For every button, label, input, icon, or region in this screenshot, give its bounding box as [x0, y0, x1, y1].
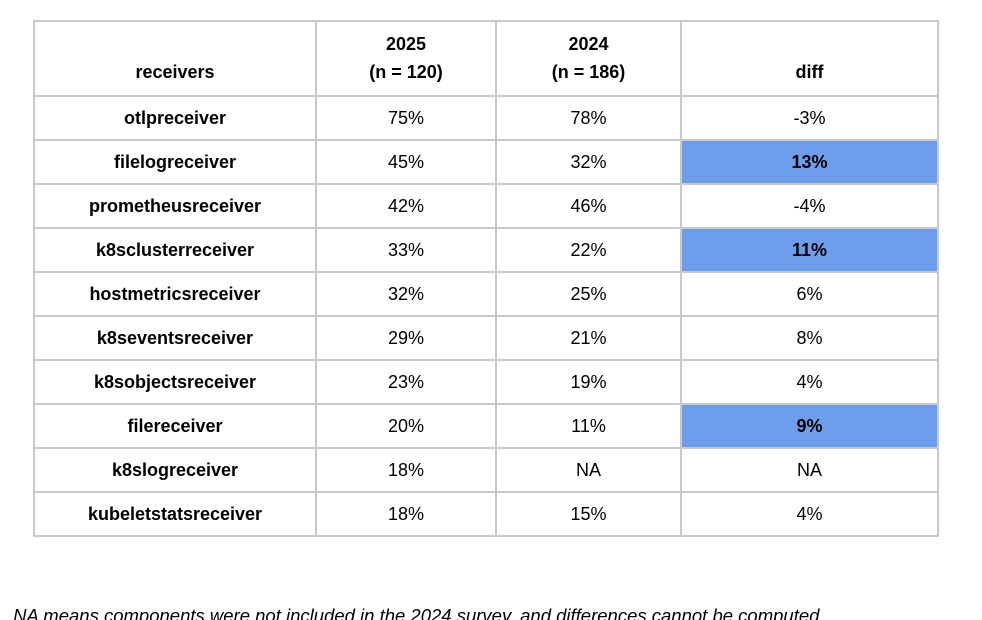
value-2025-cell: 29%	[315, 315, 497, 361]
value-2024-cell: 22%	[495, 227, 682, 273]
receiver-name-cell: filelogreceiver	[33, 139, 317, 185]
diff-cell: 4%	[680, 359, 939, 405]
diff-cell: 9%	[680, 403, 939, 449]
footnote-na-meaning: NA means components were not included in…	[8, 605, 825, 620]
receiver-name-cell: hostmetricsreceiver	[33, 271, 317, 317]
diff-cell: NA	[680, 447, 939, 493]
table-row: filelogreceiver 45% 32% 13%	[33, 139, 939, 185]
column-header-diff: diff	[680, 20, 939, 97]
diff-cell: -3%	[680, 95, 939, 141]
receivers-comparison-table: receivers 2025 (n = 120) 2024 (n = 186) di…	[33, 20, 939, 537]
header-row: receivers 2025 (n = 120) 2024 (n = 186) di…	[33, 20, 939, 97]
value-2025-cell: 18%	[315, 447, 497, 493]
receiver-name-cell: prometheusreceiver	[33, 183, 317, 229]
table-row: k8sobjectsreceiver 23% 19% 4%	[33, 359, 939, 405]
receiver-name-cell: otlpreceiver	[33, 95, 317, 141]
value-2025-cell: 42%	[315, 183, 497, 229]
value-2025-cell: 32%	[315, 271, 497, 317]
value-2024-cell: 11%	[495, 403, 682, 449]
diff-cell: -4%	[680, 183, 939, 229]
value-2024-cell: 46%	[495, 183, 682, 229]
value-2025-cell: 20%	[315, 403, 497, 449]
table-row: hostmetricsreceiver 32% 25% 6%	[33, 271, 939, 317]
table-row: kubeletstatsreceiver 18% 15% 4%	[33, 491, 939, 537]
value-2025-cell: 75%	[315, 95, 497, 141]
table-row: k8seventsreceiver 29% 21% 8%	[33, 315, 939, 361]
header-line: 2025	[385, 34, 427, 54]
header-line: diff	[795, 62, 824, 82]
value-2024-cell: 32%	[495, 139, 682, 185]
footnotes: NA means components were not included in…	[8, 543, 825, 620]
table-row: prometheusreceiver 42% 46% -4%	[33, 183, 939, 229]
diff-cell: 8%	[680, 315, 939, 361]
value-2025-cell: 33%	[315, 227, 497, 273]
value-2024-cell: 21%	[495, 315, 682, 361]
value-2024-cell: NA	[495, 447, 682, 493]
column-header-2024: 2024 (n = 186)	[495, 20, 682, 97]
table-row: k8sclusterreceiver 33% 22% 11%	[33, 227, 939, 273]
value-2024-cell: 25%	[495, 271, 682, 317]
table-row: otlpreceiver 75% 78% -3%	[33, 95, 939, 141]
value-2025-cell: 23%	[315, 359, 497, 405]
diff-cell: 11%	[680, 227, 939, 273]
receiver-name-cell: kubeletstatsreceiver	[33, 491, 317, 537]
table-row: k8slogreceiver 18% NA NA	[33, 447, 939, 493]
column-header-receivers: receivers	[33, 20, 317, 97]
table-row: filereceiver 20% 11% 9%	[33, 403, 939, 449]
value-2024-cell: 78%	[495, 95, 682, 141]
receiver-name-cell: k8sclusterreceiver	[33, 227, 317, 273]
value-2025-cell: 45%	[315, 139, 497, 185]
value-2025-cell: 18%	[315, 491, 497, 537]
value-2024-cell: 19%	[495, 359, 682, 405]
header-line: receivers	[135, 62, 215, 82]
column-header-2025: 2025 (n = 120)	[315, 20, 497, 97]
receiver-name-cell: k8sobjectsreceiver	[33, 359, 317, 405]
receiver-name-cell: k8seventsreceiver	[33, 315, 317, 361]
receiver-name-cell: k8slogreceiver	[33, 447, 317, 493]
diff-cell: 6%	[680, 271, 939, 317]
diff-cell: 4%	[680, 491, 939, 537]
receiver-name-cell: filereceiver	[33, 403, 317, 449]
value-2024-cell: 15%	[495, 491, 682, 537]
header-line: 2024	[568, 34, 609, 54]
diff-cell: 13%	[680, 139, 939, 185]
